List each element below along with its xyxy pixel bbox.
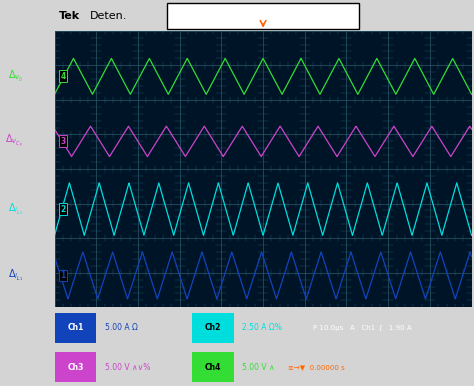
Text: 2.50 A Ω%: 2.50 A Ω% [242,323,282,332]
Text: 1: 1 [60,271,65,280]
Text: 5.00 A Ω: 5.00 A Ω [105,323,137,332]
Text: 5.00 V ∧∨%: 5.00 V ∧∨% [105,362,150,372]
Bar [192,313,234,343]
Text: 3: 3 [60,137,65,146]
Text: $\Delta_{v_0}$: $\Delta_{v_0}$ [8,69,23,84]
Text: $\Delta_{i_{L_2}}$: $\Delta_{i_{L_2}}$ [8,201,23,217]
Bar [55,352,96,382]
Text: ≡→▼  0.00000 s: ≡→▼ 0.00000 s [288,364,345,370]
Text: Ch3: Ch3 [67,362,83,372]
Text: $\Delta_{v_{C_p}}$: $\Delta_{v_{C_p}}$ [5,133,23,150]
Bar [55,313,96,343]
Text: P 10.0μs   A   Ch1  ʃ   1.90 A: P 10.0μs A Ch1 ʃ 1.90 A [313,325,412,331]
Text: Ch4: Ch4 [205,362,221,372]
Text: Tek: Tek [59,11,80,21]
Bar [192,352,234,382]
Text: 5.00 V ∧: 5.00 V ∧ [242,362,275,372]
Text: 4: 4 [60,72,65,81]
Text: 2: 2 [60,205,65,213]
Text: ▼: ▼ [259,29,267,39]
Text: Ch2: Ch2 [205,323,221,332]
Text: $\Delta_{i_{L_1}}$: $\Delta_{i_{L_1}}$ [8,267,23,283]
Text: Deten.: Deten. [90,11,128,21]
Text: Ch1: Ch1 [67,323,83,332]
Bar [167,3,359,29]
